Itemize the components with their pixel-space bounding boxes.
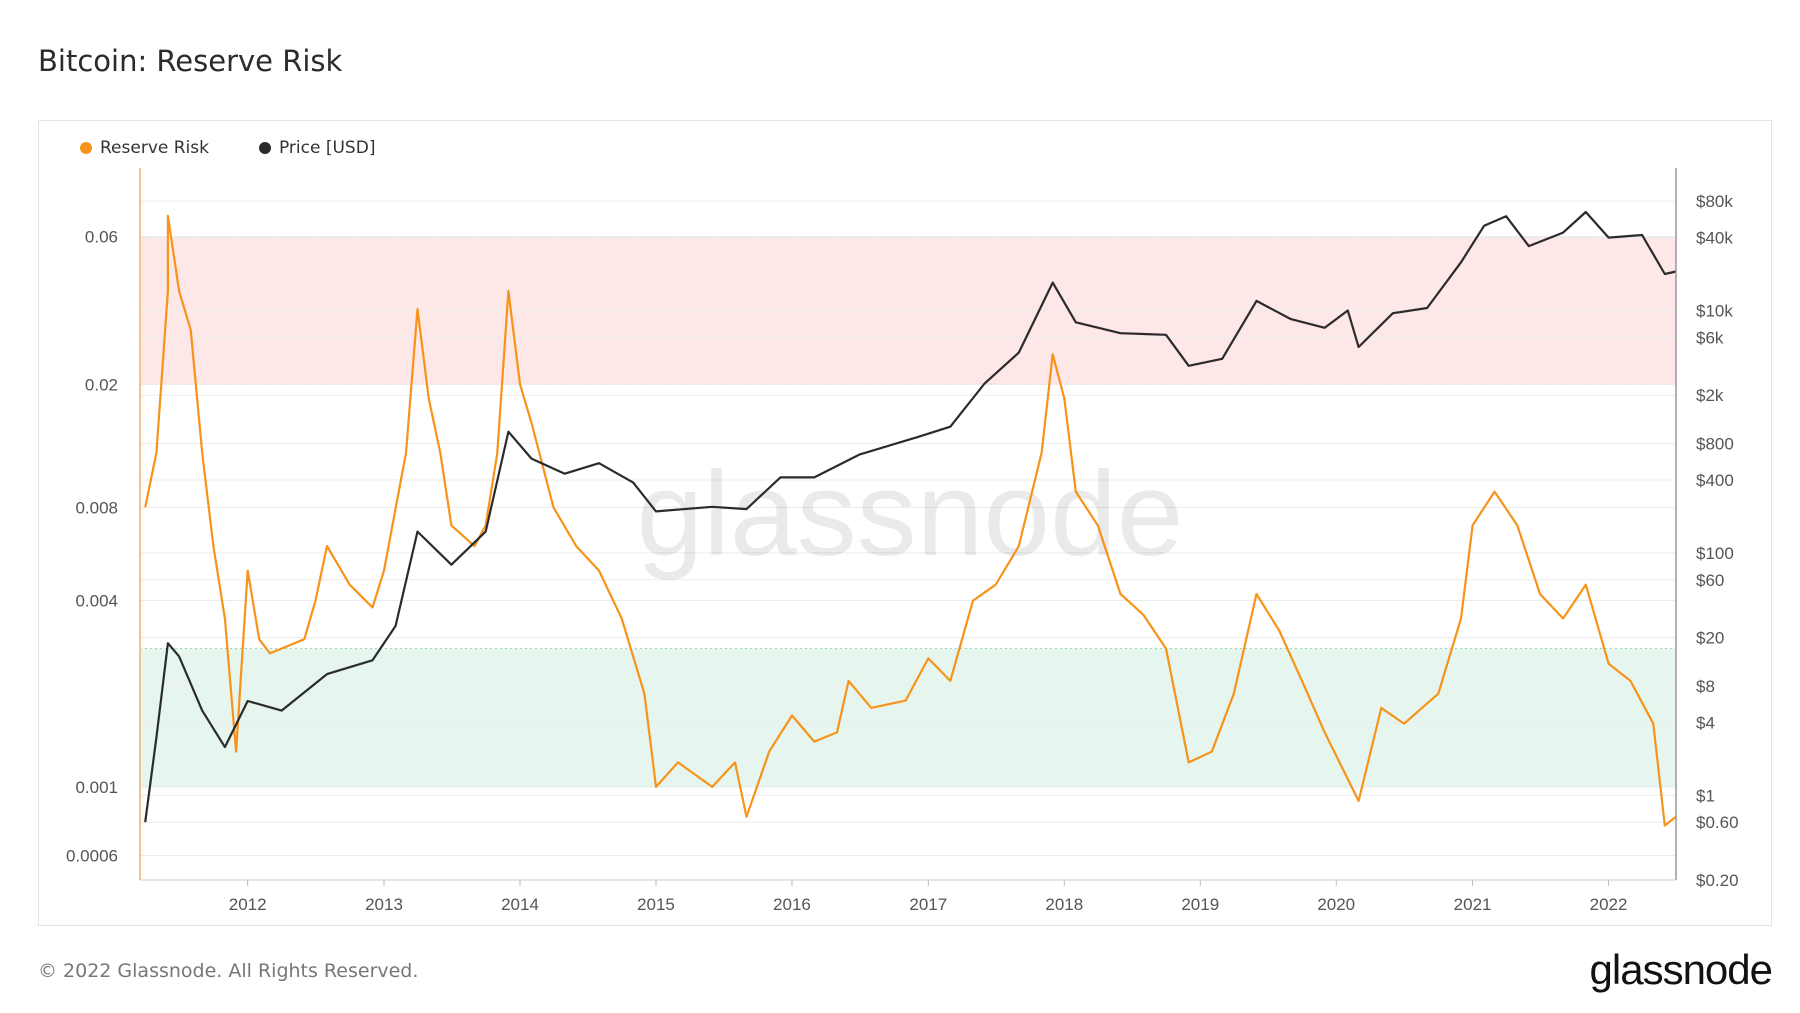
y-left-tick-label: 0.02 xyxy=(85,375,118,394)
y-right-tick-label: $6k xyxy=(1696,328,1724,347)
y-left-tick-label: 0.008 xyxy=(75,498,118,517)
y-right-tick-label: $800 xyxy=(1696,434,1734,453)
watermark: glassnode xyxy=(636,447,1183,581)
y-right-tick-label: $40k xyxy=(1696,229,1733,248)
x-tick-label: 2021 xyxy=(1454,895,1492,914)
x-tick-label: 2018 xyxy=(1045,895,1083,914)
reserve-risk-line xyxy=(144,214,1677,827)
legend-item-price[interactable]: Price [USD] xyxy=(258,138,376,158)
y-right-tick-label: $2k xyxy=(1696,386,1724,405)
y-right-tick-label: $100 xyxy=(1696,544,1734,563)
y-right-tick-label: $20 xyxy=(1696,629,1724,648)
chart-frame xyxy=(38,120,1772,926)
y-right-tick-label: $60 xyxy=(1696,571,1724,590)
copyright-footer: © 2022 Glassnode. All Rights Reserved. xyxy=(38,960,419,982)
reserve-risk-swatch xyxy=(80,142,92,154)
x-tick-label: 2019 xyxy=(1181,895,1219,914)
legend-label-reserve-risk: Reserve Risk xyxy=(100,138,209,158)
x-tick-label: 2012 xyxy=(229,895,267,914)
y-right-tick-label: $4 xyxy=(1696,713,1715,732)
y-right-tick-label: $400 xyxy=(1696,471,1734,490)
y-right-tick-label: $80k xyxy=(1696,192,1733,211)
x-tick-label: 2013 xyxy=(365,895,403,914)
chart-title: Bitcoin: Reserve Risk xyxy=(38,44,343,78)
x-tick-label: 2014 xyxy=(501,895,539,914)
price-line xyxy=(144,210,1677,823)
x-tick-label: 2022 xyxy=(1590,895,1628,914)
legend: Reserve Risk Price [USD] xyxy=(80,138,375,158)
glassnode-logo[interactable]: glassnode xyxy=(1589,946,1773,993)
y-left-tick-label: 0.001 xyxy=(75,778,118,797)
y-right-tick-label: $8 xyxy=(1696,677,1715,696)
price-swatch xyxy=(258,142,271,154)
x-tick-label: 2015 xyxy=(637,895,675,914)
y-right-tick-label: $0.20 xyxy=(1696,871,1739,890)
y-left-tick-label: 0.06 xyxy=(85,228,118,247)
y-right-tick-label: $1 xyxy=(1696,786,1715,805)
x-tick-label: 2017 xyxy=(909,895,947,914)
y-right-tick-label: $10k xyxy=(1696,302,1733,321)
y-left-tick-label: 0.004 xyxy=(75,592,118,611)
series-lines xyxy=(144,210,1677,827)
axes: 0.06 0.02 0.008 0.004 0.001 0.0006 $80k $40k $10… xyxy=(66,168,1739,914)
y-left-tick-label: 0.0006 xyxy=(66,846,118,865)
y-right-tick-label: $0.60 xyxy=(1696,813,1739,832)
legend-item-reserve-risk[interactable]: Reserve Risk xyxy=(80,138,209,158)
band-low xyxy=(140,648,1676,787)
legend-label-price: Price [USD] xyxy=(278,138,376,158)
x-tick-label: 2016 xyxy=(773,895,811,914)
x-tick-label: 2020 xyxy=(1317,895,1355,914)
